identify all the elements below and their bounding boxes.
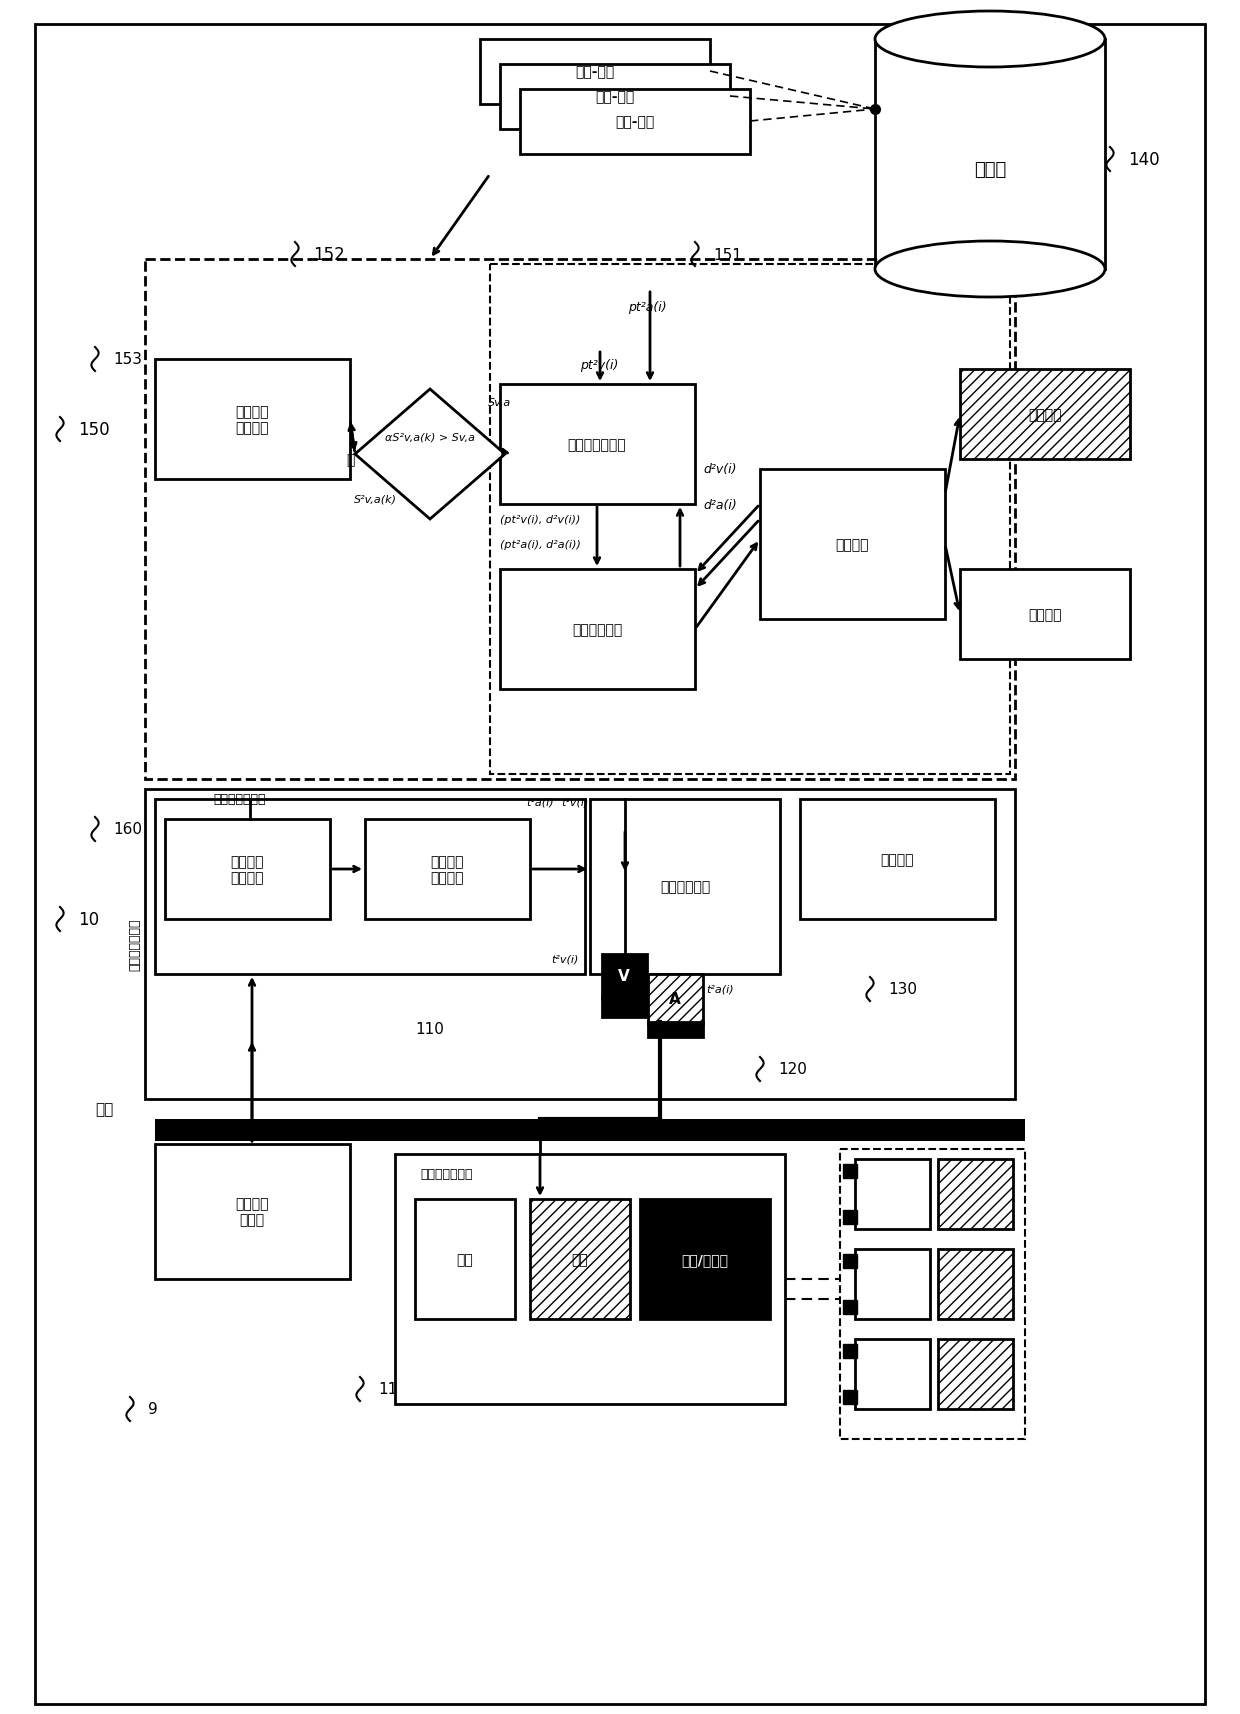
Bar — [843, 1164, 857, 1178]
Ellipse shape — [875, 242, 1105, 298]
Bar — [155, 799, 585, 975]
Text: S²v,a(k): S²v,a(k) — [353, 495, 397, 504]
Bar — [601, 955, 647, 999]
Text: 160: 160 — [113, 823, 143, 836]
Text: 视频播放: 视频播放 — [1028, 608, 1061, 622]
Text: 音频-触觉: 音频-触觉 — [615, 115, 655, 129]
Text: 本地时间
供应单元: 本地时间 供应单元 — [430, 854, 464, 884]
Bar — [480, 39, 711, 105]
Text: 全球时间
请求单元: 全球时间 请求单元 — [236, 405, 269, 435]
Text: Sv,a: Sv,a — [489, 398, 512, 408]
Text: 全球时间
服务器: 全球时间 服务器 — [236, 1196, 269, 1227]
Text: t¹v(i): t¹v(i) — [562, 797, 589, 807]
Text: 120: 120 — [777, 1063, 807, 1076]
Bar — [500, 65, 730, 130]
Bar — [396, 1154, 785, 1404]
Text: 是: 是 — [346, 452, 355, 466]
Text: (pt²v(i), d²v(i)): (pt²v(i), d²v(i)) — [500, 514, 580, 524]
Text: 音频: 音频 — [572, 1253, 588, 1267]
Text: t²a(i): t²a(i) — [707, 984, 734, 994]
Bar — [640, 1200, 770, 1320]
Text: αS²v,a(k) > Sv,a: αS²v,a(k) > Sv,a — [384, 432, 475, 442]
Bar — [843, 1301, 857, 1315]
Bar — [800, 799, 994, 919]
Text: 信号/时间镄: 信号/时间镄 — [682, 1253, 729, 1267]
Bar — [937, 1339, 1013, 1409]
Text: 视频: 视频 — [456, 1253, 474, 1267]
Bar — [165, 819, 330, 919]
Bar — [843, 1210, 857, 1224]
Text: 第二客户端装置: 第二客户端装置 — [420, 1167, 472, 1181]
Text: 152: 152 — [312, 245, 345, 264]
Polygon shape — [355, 389, 505, 519]
Bar — [490, 266, 1011, 775]
Bar — [960, 569, 1130, 660]
Text: t¹a(i): t¹a(i) — [526, 797, 554, 807]
Text: 11: 11 — [378, 1381, 397, 1397]
Text: 150: 150 — [78, 420, 109, 439]
Bar — [649, 975, 703, 1025]
Text: A: A — [670, 992, 681, 1006]
Bar — [843, 1390, 857, 1404]
Text: 130: 130 — [888, 982, 918, 998]
Bar — [937, 1159, 1013, 1229]
Text: 偏移量计算单元: 偏移量计算单元 — [568, 437, 626, 452]
Text: V: V — [618, 968, 630, 984]
Bar — [960, 370, 1130, 459]
Bar — [365, 819, 529, 919]
Text: 网络: 网络 — [95, 1102, 113, 1118]
Text: 110: 110 — [415, 1022, 444, 1037]
Text: (pt²a(i), d²a(i)): (pt²a(i), d²a(i)) — [500, 540, 580, 550]
Ellipse shape — [875, 12, 1105, 69]
Text: 媒体调度单元: 媒体调度单元 — [572, 622, 622, 636]
Text: pt²a(i): pt²a(i) — [627, 302, 667, 314]
Text: 网络时间协议包: 网络时间协议包 — [213, 794, 267, 806]
Bar — [760, 470, 945, 620]
Bar — [601, 998, 647, 1018]
Bar — [155, 1119, 1025, 1142]
Bar — [415, 1200, 515, 1320]
Text: 第一客户端装置: 第一客户端装置 — [129, 919, 141, 970]
Bar — [145, 261, 1016, 780]
Text: 9: 9 — [148, 1402, 157, 1417]
Text: 10: 10 — [78, 910, 99, 929]
Bar — [856, 1339, 930, 1409]
Text: pt²v(i): pt²v(i) — [580, 358, 619, 372]
Text: d²a(i): d²a(i) — [703, 499, 737, 511]
Text: 媒体调度单元: 媒体调度单元 — [660, 879, 711, 893]
Text: 音频播放: 音频播放 — [1028, 408, 1061, 422]
Bar — [500, 384, 694, 504]
Bar — [856, 1159, 930, 1229]
Text: 151: 151 — [713, 247, 742, 262]
Text: 视频-触觉: 视频-触觉 — [595, 89, 635, 105]
Bar — [937, 1250, 1013, 1320]
Bar — [843, 1255, 857, 1268]
Bar — [839, 1150, 1025, 1440]
Bar — [155, 360, 350, 480]
Text: t²v(i): t²v(i) — [552, 955, 579, 965]
Text: d²v(i): d²v(i) — [703, 463, 737, 476]
Text: 数据库: 数据库 — [973, 161, 1006, 178]
Text: 本地时钟
校正单元: 本地时钟 校正单元 — [231, 854, 264, 884]
Text: 153: 153 — [113, 353, 143, 367]
Bar — [520, 89, 750, 154]
Bar — [590, 799, 780, 975]
Text: 140: 140 — [1128, 151, 1159, 170]
Bar — [155, 1145, 350, 1279]
Bar — [856, 1250, 930, 1320]
Bar — [529, 1200, 630, 1320]
Bar — [500, 569, 694, 689]
Text: 渲染单元: 渲染单元 — [836, 538, 869, 552]
Text: 视频播放: 视频播放 — [880, 852, 914, 867]
Bar — [649, 1023, 703, 1037]
Text: 视频-音频: 视频-音频 — [575, 65, 615, 79]
Bar — [145, 790, 1016, 1099]
Bar — [843, 1344, 857, 1357]
